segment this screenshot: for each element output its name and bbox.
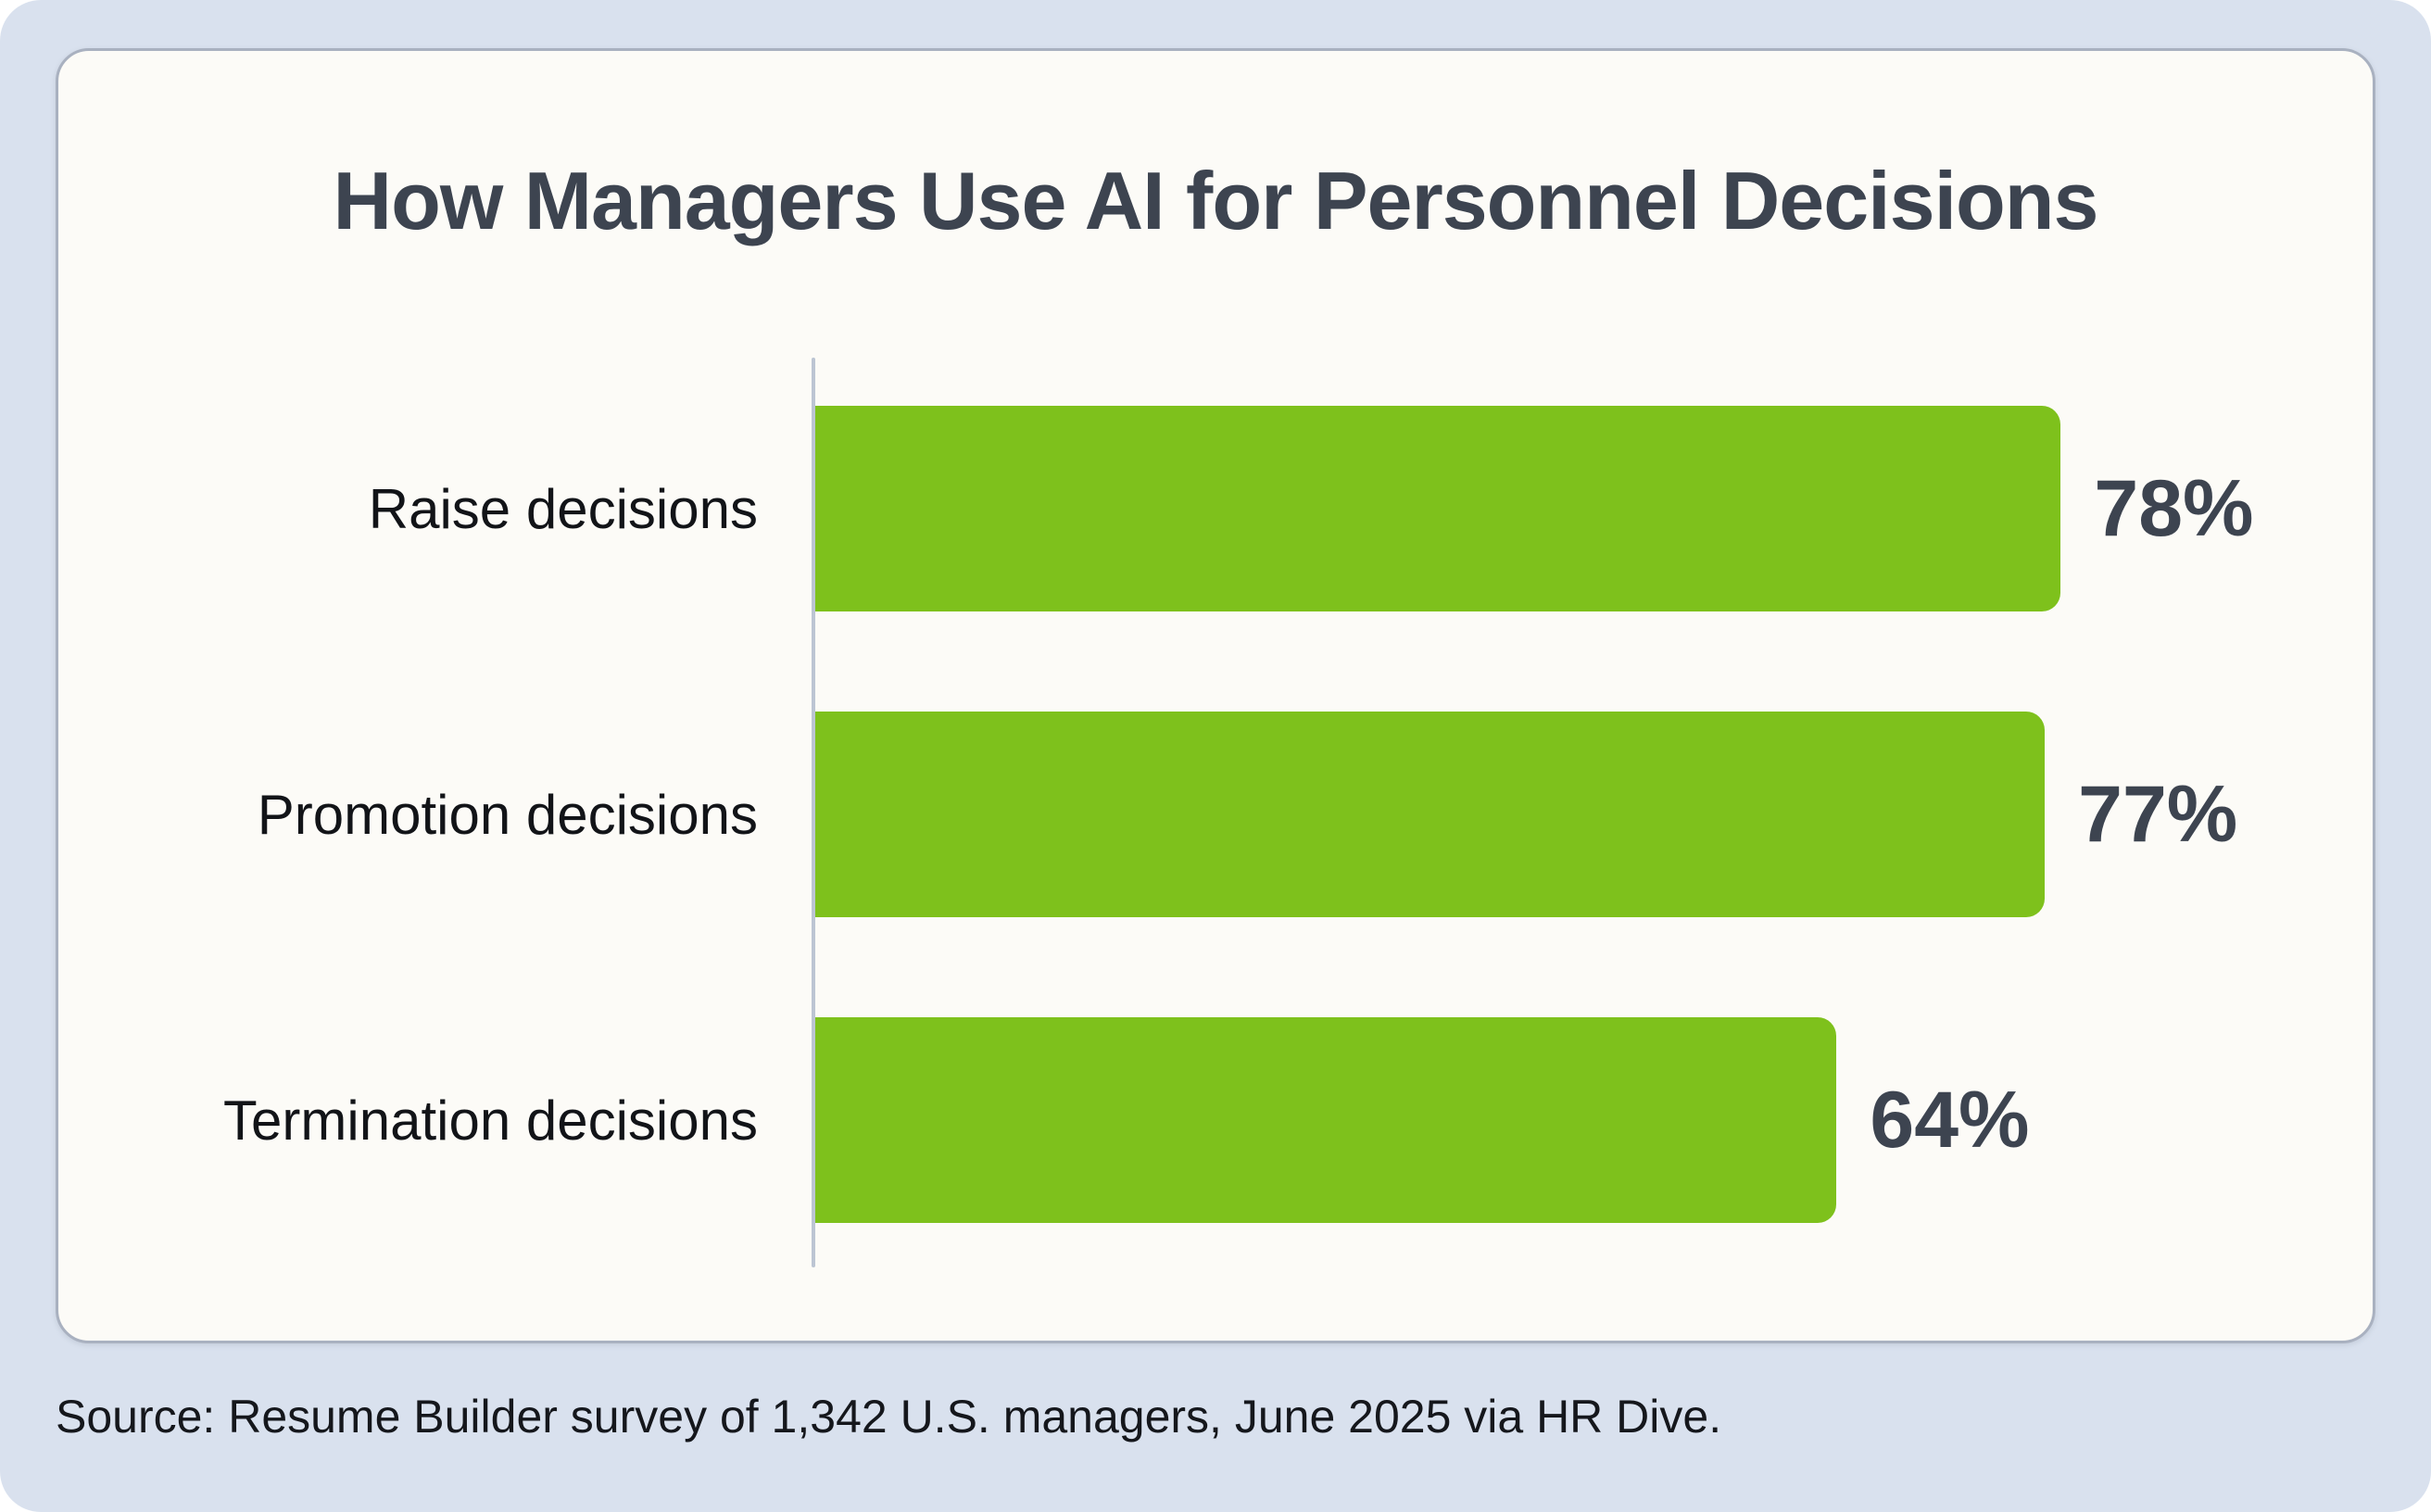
category-label: Raise decisions [368, 477, 758, 540]
category-label: Termination decisions [223, 1089, 758, 1152]
bar-promotion-decisions [812, 712, 2046, 917]
value-label: 64% [1870, 1075, 2030, 1165]
chart-title: How Managers Use AI for Personnel Decisi… [333, 155, 2099, 246]
bar-track: 64% [812, 1017, 2317, 1223]
bar-row-raise-decisions: Raise decisions 78% [58, 406, 2373, 611]
category-label: Promotion decisions [257, 783, 758, 846]
y-axis-line [812, 358, 815, 1267]
chart-card: How Managers Use AI for Personnel Decisi… [56, 48, 2375, 1343]
bar-track: 78% [812, 406, 2317, 611]
value-label: 77% [2078, 769, 2238, 859]
bar-raise-decisions [812, 406, 2061, 611]
bar-track: 77% [812, 712, 2317, 917]
value-label: 78% [2094, 463, 2254, 553]
bar-chart: Raise decisions 78% Promotion decisions … [58, 358, 2373, 1267]
bar-termination-decisions [812, 1017, 1837, 1223]
bar-row-promotion-decisions: Promotion decisions 77% [58, 712, 2373, 917]
source-attribution: Source: Resume Builder survey of 1,342 U… [56, 1391, 1722, 1443]
bar-row-termination-decisions: Termination decisions 64% [58, 1017, 2373, 1223]
